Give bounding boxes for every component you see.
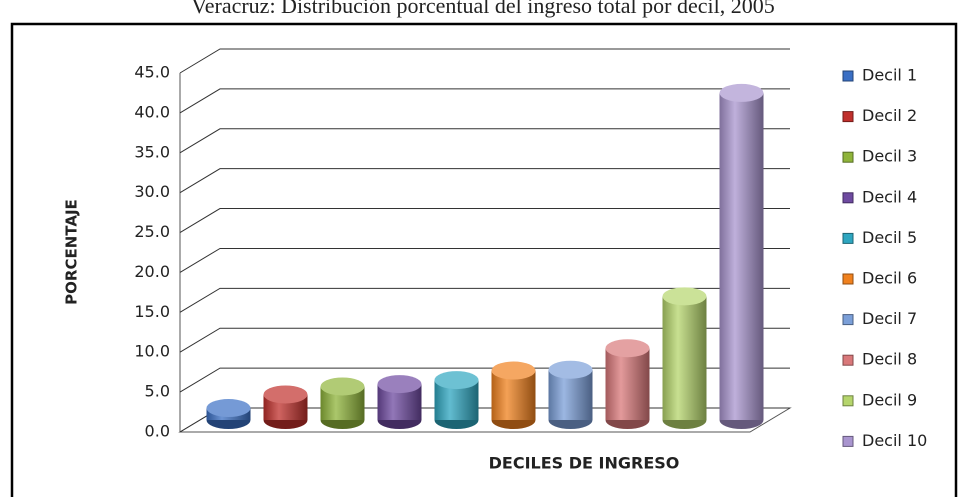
legend-label: Decil 9 — [862, 390, 917, 409]
y-tick-label: 25.0 — [134, 222, 170, 241]
bar-top — [491, 361, 536, 380]
y-tick-label: 40.0 — [134, 102, 170, 121]
legend-swatch — [842, 354, 854, 366]
legend-swatch — [842, 111, 854, 123]
y-tick-label: 20.0 — [134, 262, 170, 281]
grid-line — [179, 247, 790, 273]
bar — [605, 348, 650, 420]
legend-label: Decil 10 — [862, 431, 927, 450]
bar-top — [377, 375, 422, 394]
bar-top — [434, 371, 479, 390]
legend-swatch — [842, 395, 854, 407]
bar-top — [548, 360, 593, 379]
legend-label: Decil 8 — [862, 350, 917, 369]
bar-top — [662, 287, 707, 306]
x-axis-label: DECILES DE INGRESO — [489, 454, 680, 473]
bar — [662, 296, 707, 420]
grid-line — [179, 128, 790, 154]
legend-swatch — [842, 151, 854, 163]
legend-label: Decil 1 — [862, 66, 917, 85]
y-tick-label: 5.0 — [145, 382, 170, 401]
legend-swatch — [842, 314, 854, 326]
grid-line — [179, 327, 790, 353]
y-tick-label: 30.0 — [134, 182, 170, 201]
bar-top — [605, 339, 650, 358]
legend-swatch — [842, 70, 854, 82]
legend-label: Decil 6 — [862, 269, 917, 288]
legend-label: Decil 4 — [862, 187, 917, 206]
y-tick-label: 35.0 — [134, 142, 170, 161]
legend-swatch — [842, 435, 854, 447]
legend-swatch — [842, 232, 854, 244]
legend-label: Decil 7 — [862, 309, 917, 328]
bar — [719, 92, 764, 421]
grid-line — [179, 168, 790, 194]
y-tick-label: 15.0 — [134, 302, 170, 321]
grid-line — [179, 48, 790, 74]
y-tick-label: 45.0 — [134, 63, 170, 82]
bar-top — [719, 83, 764, 102]
legend-label: Decil 5 — [862, 228, 917, 247]
grid-line — [179, 208, 790, 233]
grid-line — [179, 367, 790, 393]
grid-line — [179, 88, 790, 114]
legend-swatch — [842, 273, 854, 285]
bar-top — [320, 377, 365, 396]
legend-label: Decil 3 — [862, 147, 917, 166]
bar-top — [206, 399, 251, 418]
y-tick-label: 10.0 — [134, 342, 170, 361]
chart-title: Veracruz: Distribución porcentual del in… — [191, 0, 774, 18]
y-tick-label: 0.0 — [145, 422, 170, 441]
legend-label: Decil 2 — [862, 106, 917, 125]
y-axis-label: PORCENTAJE — [63, 199, 81, 305]
bar-top — [263, 385, 308, 404]
grid-line — [179, 287, 790, 313]
legend-swatch — [842, 192, 854, 204]
